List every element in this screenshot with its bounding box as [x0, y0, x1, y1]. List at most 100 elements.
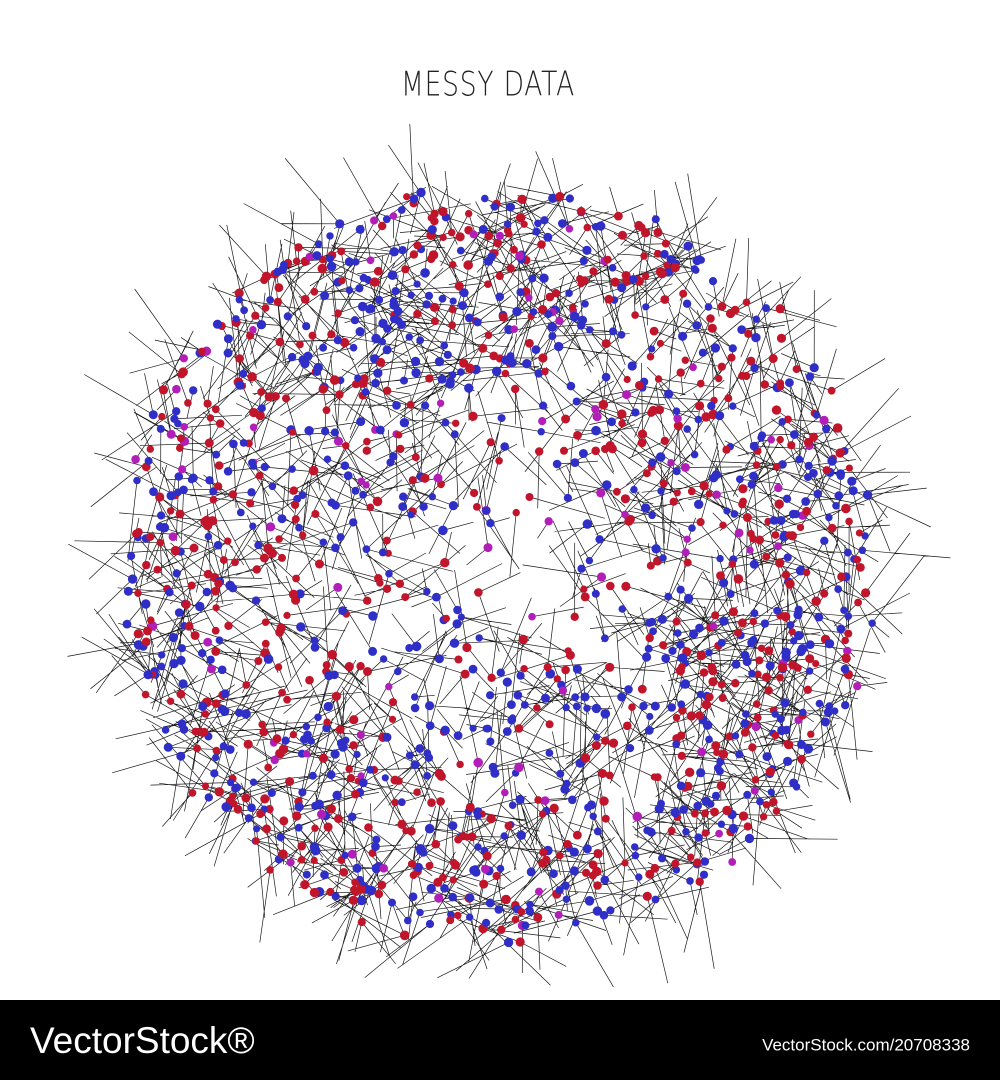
dot — [566, 381, 576, 391]
dot — [794, 664, 802, 672]
dot — [143, 626, 152, 636]
dot — [214, 579, 223, 588]
dot — [700, 857, 710, 866]
dot — [178, 465, 187, 474]
dot — [382, 584, 392, 593]
dot — [841, 653, 851, 664]
dot — [761, 672, 772, 682]
dot — [283, 695, 291, 704]
dot — [716, 571, 725, 580]
dot — [326, 261, 337, 272]
dot — [203, 399, 212, 408]
dot — [158, 412, 166, 421]
dot — [374, 889, 384, 899]
dot — [411, 693, 419, 701]
dot — [405, 644, 414, 652]
dot — [834, 585, 843, 593]
dot — [195, 727, 203, 735]
dot — [416, 336, 425, 345]
dot — [235, 354, 244, 363]
dot — [601, 372, 611, 382]
dot — [397, 206, 406, 214]
dot — [259, 727, 269, 737]
dot — [623, 721, 632, 731]
dot — [579, 256, 588, 265]
dot — [695, 401, 705, 411]
dot — [646, 712, 654, 721]
dot — [600, 709, 611, 719]
dot — [148, 410, 158, 420]
dot — [176, 689, 186, 699]
dot — [769, 797, 778, 807]
dot — [496, 668, 505, 677]
dot — [302, 870, 311, 879]
dot — [726, 590, 735, 598]
dot — [241, 793, 251, 803]
dot — [617, 692, 627, 702]
dot — [553, 675, 561, 683]
dot — [399, 492, 408, 501]
dot — [378, 221, 387, 231]
dot — [249, 522, 257, 530]
dot — [532, 227, 541, 236]
dot — [319, 343, 328, 352]
dot — [565, 289, 573, 298]
dot — [366, 503, 375, 512]
dot — [563, 840, 572, 849]
dot — [531, 345, 541, 354]
dot — [388, 898, 396, 907]
dot — [214, 482, 223, 491]
dot — [413, 788, 421, 796]
dot — [670, 807, 680, 818]
dot — [572, 918, 580, 927]
dot — [683, 593, 694, 604]
dot — [358, 778, 368, 788]
dot — [717, 820, 726, 828]
dot — [718, 749, 729, 759]
dot — [705, 735, 713, 744]
dot — [648, 345, 656, 353]
dot — [561, 414, 571, 424]
dot — [520, 665, 528, 673]
dot — [382, 345, 392, 355]
dot — [538, 417, 547, 426]
dot — [189, 543, 199, 553]
dot — [751, 332, 761, 343]
dot — [161, 726, 170, 734]
dot — [225, 745, 235, 754]
dot — [690, 809, 699, 818]
dot — [812, 660, 820, 668]
dot — [599, 796, 609, 806]
dot — [312, 367, 322, 376]
dot — [399, 418, 410, 428]
dot — [386, 458, 395, 467]
dot — [676, 368, 685, 377]
dot — [561, 881, 570, 890]
dot — [157, 662, 166, 671]
dot — [677, 700, 686, 709]
dot — [401, 593, 410, 602]
dot — [596, 488, 606, 498]
dot — [377, 880, 387, 890]
dot — [474, 588, 483, 597]
dot — [545, 720, 554, 729]
dot — [785, 378, 794, 388]
dot — [224, 621, 233, 630]
dot — [555, 316, 564, 325]
dot — [598, 399, 609, 410]
dot — [855, 529, 864, 537]
dot — [748, 743, 757, 752]
dot — [366, 765, 375, 774]
dot — [744, 833, 755, 844]
dot — [351, 878, 359, 887]
dot — [491, 366, 502, 377]
dot — [349, 715, 359, 725]
dot — [729, 402, 737, 410]
dot — [712, 490, 721, 499]
dot — [805, 640, 815, 649]
dot — [389, 212, 398, 220]
dot — [443, 350, 452, 359]
dot — [538, 353, 548, 363]
dot — [229, 439, 238, 449]
dot — [760, 380, 769, 389]
